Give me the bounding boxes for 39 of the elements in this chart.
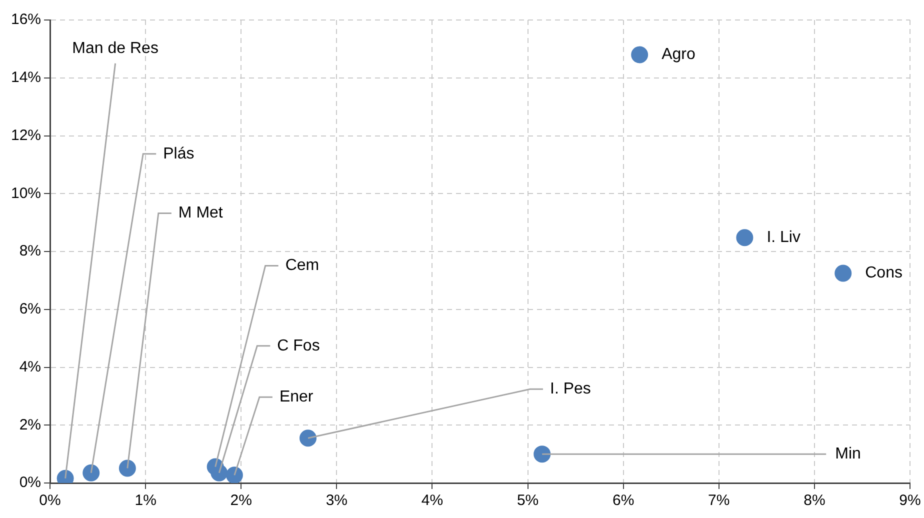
annotation: Min xyxy=(835,445,861,462)
annotation: I. Liv xyxy=(766,229,800,246)
x-tick-label: 9% xyxy=(899,492,921,510)
annotation: M Met xyxy=(178,204,224,222)
point xyxy=(736,229,754,246)
annotation: Cem xyxy=(285,257,320,274)
point xyxy=(82,464,100,482)
annotation: C Fos xyxy=(277,337,320,354)
y-tick-label: 10% xyxy=(10,184,42,202)
y-tick-label: 2% xyxy=(19,416,42,434)
y-tick-label: 12% xyxy=(10,126,42,144)
point xyxy=(300,430,317,447)
y-tick-label: 4% xyxy=(19,358,42,376)
point xyxy=(210,464,228,482)
y-tick-label: 6% xyxy=(19,300,42,318)
x-tick-label: 5% xyxy=(516,492,539,510)
x-tick-label: 3% xyxy=(326,492,348,510)
x-tick-label: 0% xyxy=(39,492,61,510)
annotation: Man de Res xyxy=(72,40,158,57)
y-tick-label: 14% xyxy=(10,69,42,86)
x-tick-label: 7% xyxy=(708,492,730,510)
annotation: Cons xyxy=(865,264,902,282)
y-tick-label: 0% xyxy=(19,474,42,492)
x-tick-label: 6% xyxy=(612,492,634,510)
annotation: Ener xyxy=(279,388,314,406)
point xyxy=(226,466,243,483)
annotation: Plás xyxy=(163,145,194,162)
y-tick-label: 8% xyxy=(19,242,42,260)
point xyxy=(834,264,852,282)
annotation: Agro xyxy=(662,46,696,64)
point xyxy=(631,46,648,64)
x-tick-label: 1% xyxy=(134,492,156,510)
point xyxy=(118,460,136,477)
y-tick-label: 16% xyxy=(10,11,42,28)
annotation: I. Pes xyxy=(550,380,591,398)
x-tick-label: 4% xyxy=(421,492,444,510)
x-tick-label: 2% xyxy=(230,492,252,510)
point xyxy=(534,446,551,463)
x-tick-label: 8% xyxy=(804,492,826,510)
